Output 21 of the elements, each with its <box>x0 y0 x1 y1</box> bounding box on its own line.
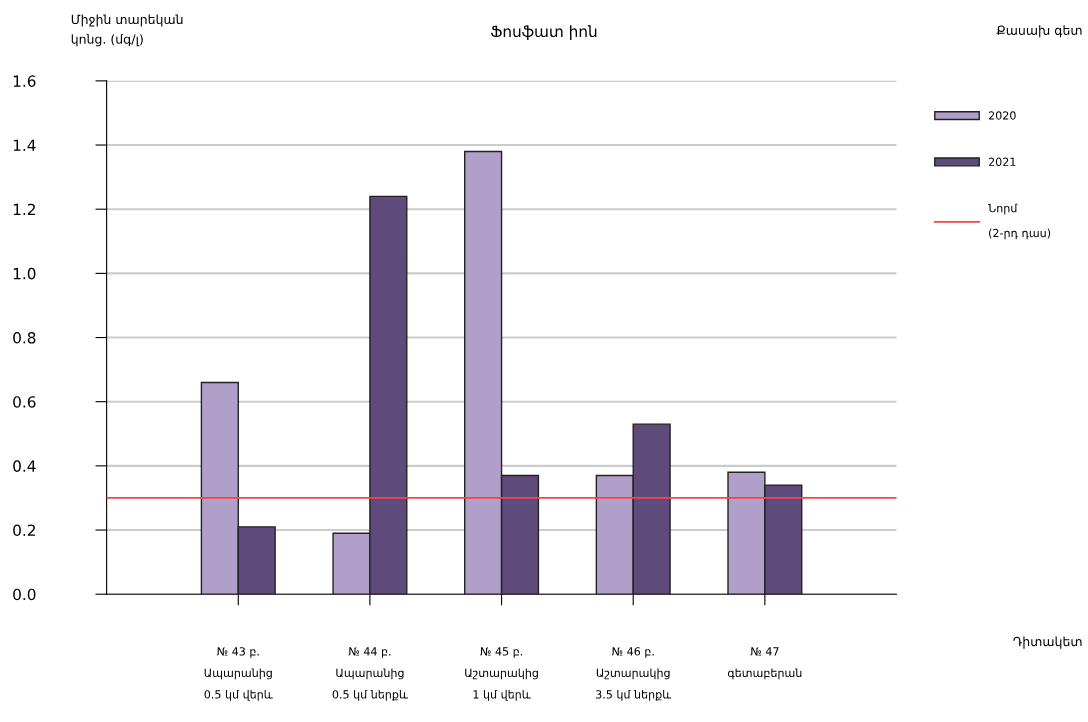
text: Դիտակետ <box>1013 636 1082 649</box>
y-axis-title: Միջին տարեկան կոնց. (մգ/լ) <box>71 14 183 47</box>
x-tick-label: № 46 բ. Աշտարակից 3.5 կմ ներքև <box>596 647 672 701</box>
legend-label: 2021 <box>988 157 1016 166</box>
y-tick-label: 1.2 <box>13 203 35 215</box>
text: Քասախ գետ <box>996 25 1082 38</box>
y-tick-label: 1.0 <box>13 267 36 280</box>
y-tick-label: 0.0 <box>13 588 36 601</box>
y-tick-label: 1.6 <box>13 75 36 87</box>
text: Նորմ (2-րդ դաս) <box>988 203 1051 240</box>
y-tick-label: 1.4 <box>13 139 36 151</box>
legend-label: 2020 <box>988 111 1016 120</box>
y-tick-label: 0.8 <box>13 332 36 344</box>
x-tick-label: № 47 գետաբերան <box>727 647 802 680</box>
y-tick-label: 0.6 <box>13 396 36 408</box>
chart-title: Ֆոսֆատ իոն <box>491 25 597 41</box>
y-tick-label: 0.4 <box>13 460 36 472</box>
x-tick-label: № 44 բ. Ապարանից 0.5 կմ ներքև <box>332 647 408 701</box>
y-tick-label: 0.2 <box>13 524 35 537</box>
x-tick-label: № 43 բ. Ապարանից 0.5 կմ վերև <box>204 647 273 701</box>
x-tick-label: № 45 բ. Աշտարակից 1 կմ վերև <box>465 647 538 701</box>
